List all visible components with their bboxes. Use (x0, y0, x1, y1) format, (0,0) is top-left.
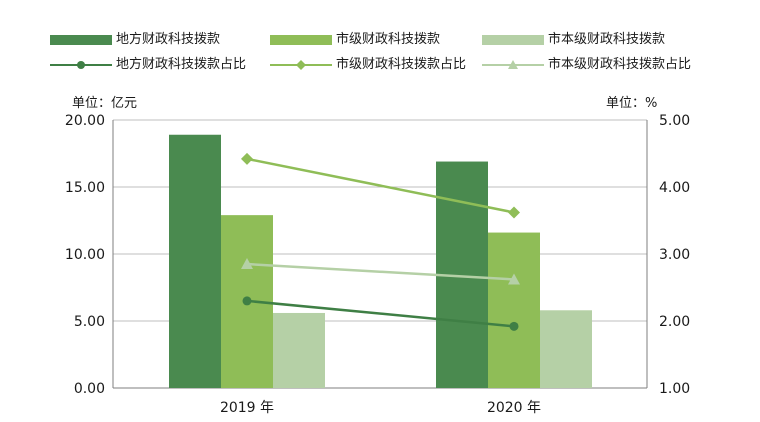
bar-3-2 (540, 310, 592, 388)
legend-item-line-1: 地方财政科技拨款占比 (50, 57, 246, 73)
legend-item-bar-1: 地方财政科技拨款 (50, 32, 220, 48)
legend-swatch (482, 58, 544, 72)
series-line-1 (246, 299, 515, 328)
series-line-3 (246, 262, 515, 281)
y-left-tick-label: 20.00 (65, 113, 105, 129)
legend-item-bar-2: 市级财政科技拨款 (270, 32, 440, 48)
bar-1-1 (169, 134, 221, 388)
right-axis-unit: 单位：% (606, 96, 658, 111)
legend-label: 地方财政科技拨款 (116, 32, 221, 47)
legend-swatch (270, 35, 332, 45)
y-left-tick-label: 5.00 (74, 314, 105, 330)
legend-item-line-3: 市本级财政科技拨款占比 (482, 57, 691, 73)
y-right-tick-label: 1.00 (659, 381, 690, 397)
y-right-tick-label: 5.00 (659, 113, 690, 129)
point-2-2 (508, 206, 520, 219)
legend-label: 市级财政科技拨款 (336, 32, 441, 47)
legend-swatch (482, 35, 544, 45)
legend-label: 地方财政科技拨款占比 (116, 57, 247, 72)
legend-item-line-2: 市级财政科技拨款占比 (270, 57, 466, 73)
point-2-1 (241, 152, 253, 165)
point-1-2 (509, 321, 519, 331)
left-axis-unit: 单位：亿元 (72, 96, 138, 111)
legend-swatch (50, 35, 112, 45)
legend-swatch (270, 58, 332, 72)
y-left-tick-label: 15.00 (65, 180, 105, 196)
point-3-2 (508, 273, 520, 285)
legend-label: 市本级财政科技拨款占比 (548, 57, 692, 72)
x-category-label: 2019 年 (220, 400, 274, 416)
y-right-tick-label: 2.00 (659, 314, 690, 330)
point-3-1 (241, 258, 253, 270)
bar-3-1 (273, 312, 325, 388)
y-right-tick-label: 3.00 (659, 247, 690, 263)
bar-2-2 (488, 232, 540, 388)
y-left-tick-label: 0.00 (74, 381, 105, 397)
x-category-label: 2020 年 (487, 400, 541, 416)
legend-item-bar-3: 市本级财政科技拨款 (482, 32, 665, 48)
series-line-2 (246, 157, 515, 214)
legend-label: 市本级财政科技拨款 (548, 32, 666, 47)
y-left-tick-label: 10.00 (65, 247, 105, 263)
point-1-1 (242, 296, 252, 306)
legend-swatch (50, 58, 112, 72)
legend-label: 市级财政科技拨款占比 (336, 57, 467, 72)
y-right-tick-label: 4.00 (659, 180, 690, 196)
